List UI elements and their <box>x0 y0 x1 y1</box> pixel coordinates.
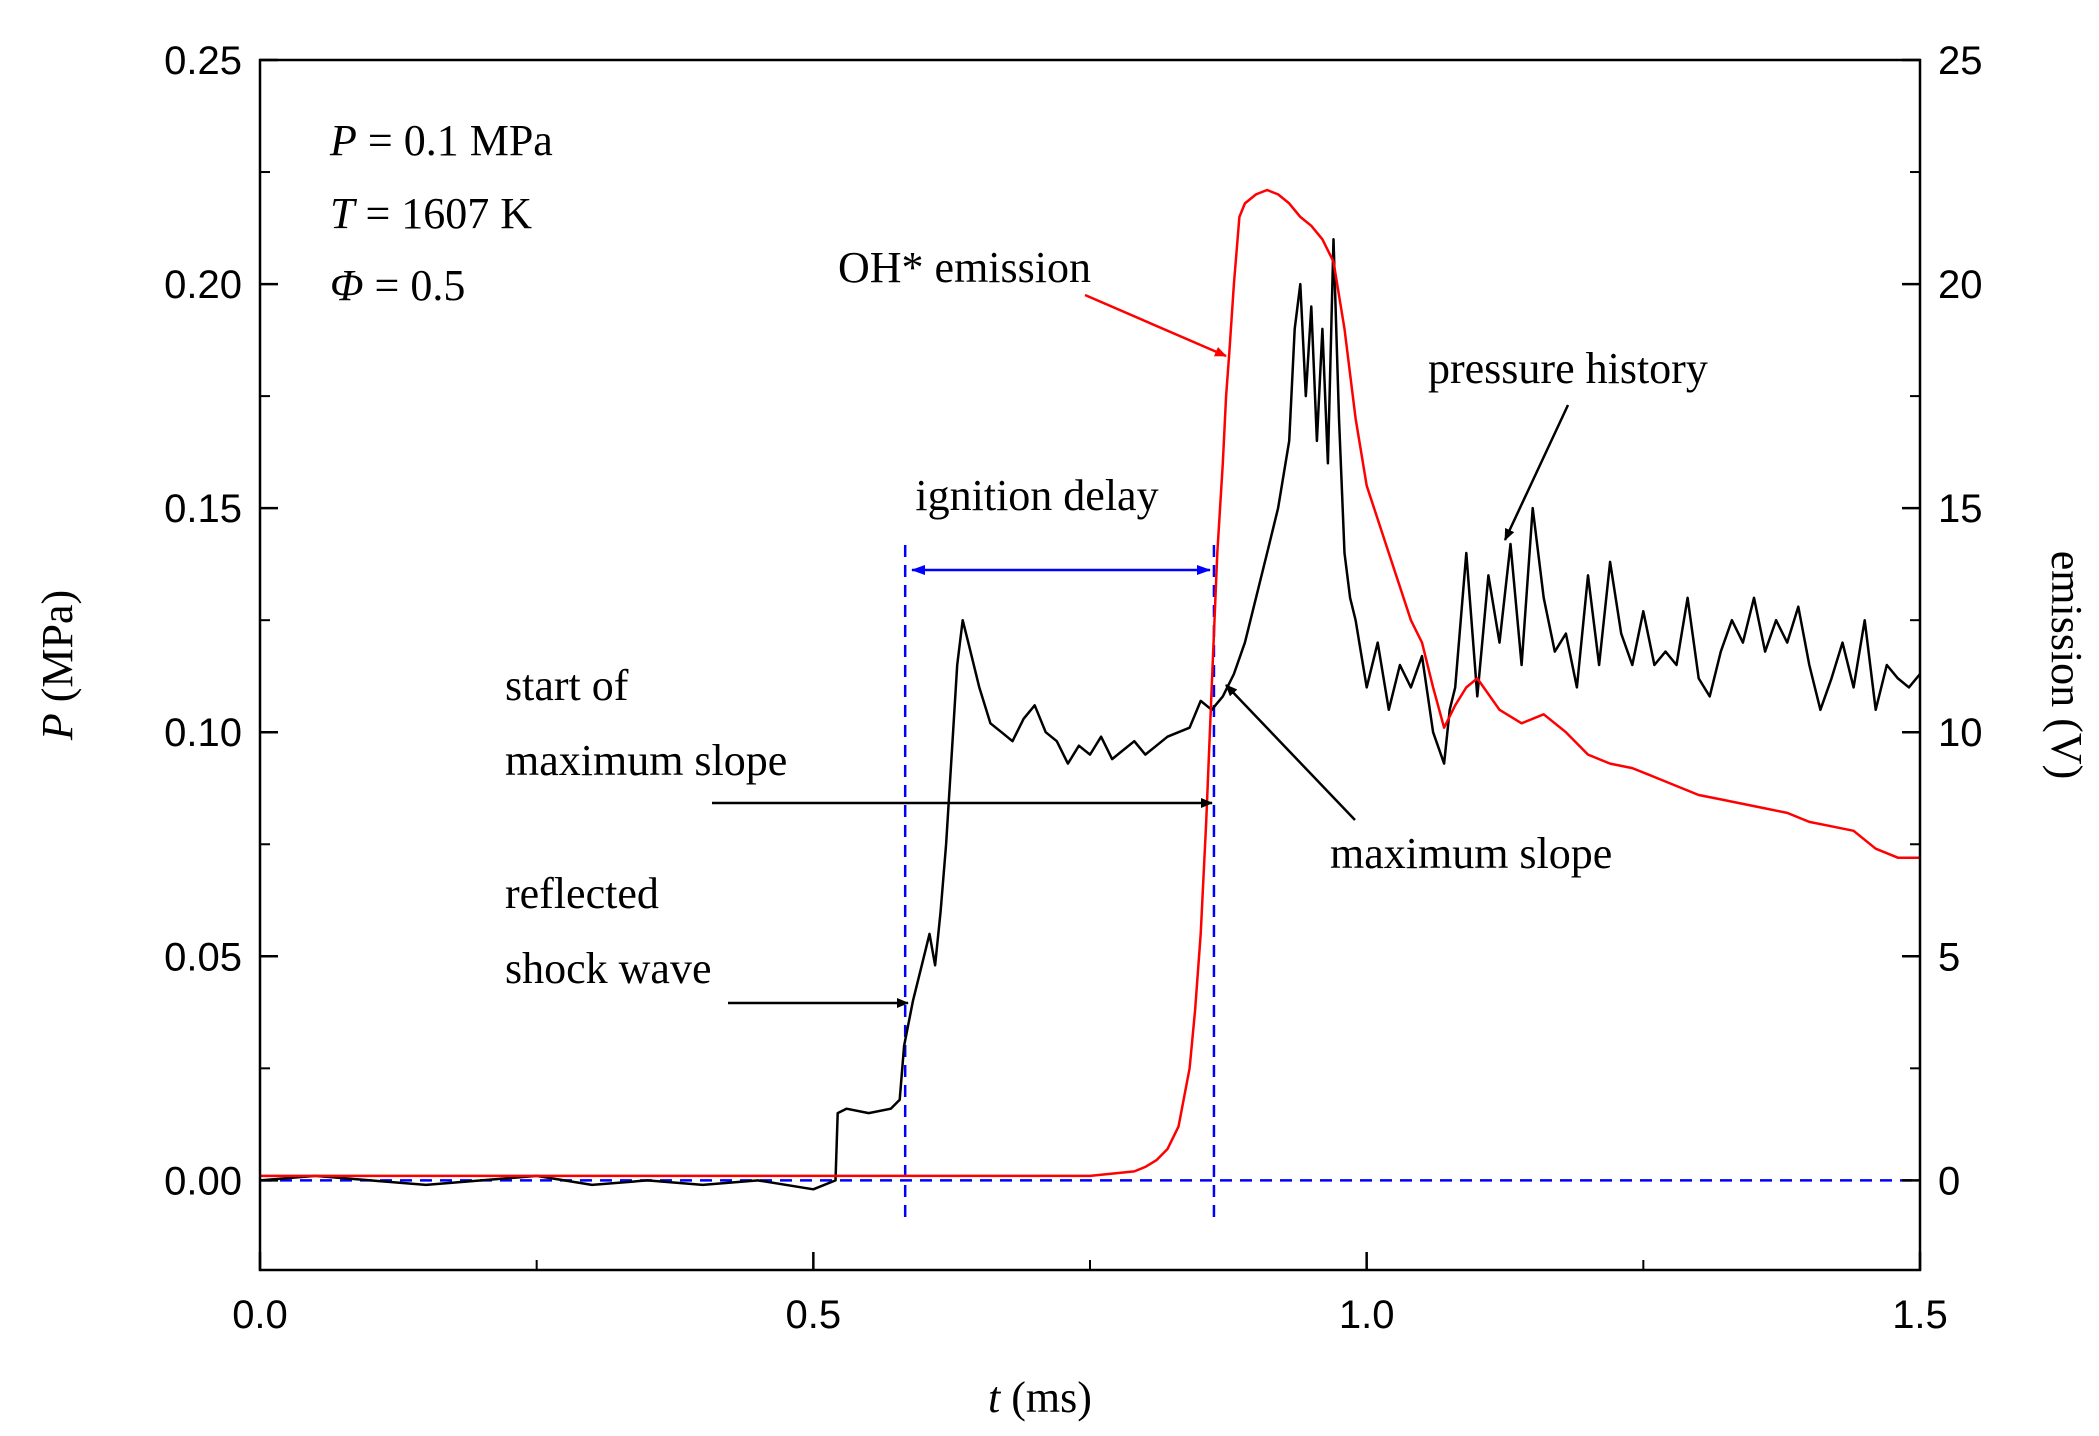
series-lines <box>259 188 1921 1191</box>
y-axis-right: 0 5 10 15 20 25 <box>1902 39 1983 1203</box>
annotation-pressure-history: pressure history <box>1428 344 1708 393</box>
max-slope-arrow <box>1225 684 1356 821</box>
y-axis-left-label-symbol: P <box>33 713 82 741</box>
y-left-tick-label: 0.00 <box>164 1159 242 1203</box>
x-axis-label-unit: (ms) <box>1000 1373 1092 1422</box>
y-left-tick-label: 0.25 <box>164 39 242 83</box>
y-left-tick-label: 0.05 <box>164 935 242 979</box>
oh-emission-arrow <box>1084 293 1227 358</box>
condition-pressure: P = 0.1 MPa <box>329 116 553 165</box>
y-axis-left-label-unit: (MPa) <box>33 590 82 713</box>
x-tick-label: 1.5 <box>1892 1293 1948 1337</box>
y-right-tick-label: 15 <box>1938 487 1983 531</box>
y-axis-left-label: P (MPa) <box>33 590 82 741</box>
y-left-tick-label: 0.20 <box>164 263 242 307</box>
condition-temperature-value: = 1607 K <box>354 189 532 238</box>
x-axis-label: t (ms) <box>988 1373 1092 1422</box>
condition-equivalence-ratio-value: = 0.5 <box>364 261 466 310</box>
series-line-pressure-history <box>259 238 1921 1191</box>
annotation-reflected-shock-line1: reflected <box>505 869 659 918</box>
y-right-tick-label: 0 <box>1938 1159 1960 1203</box>
x-axis: 0.0 0.5 1.0 1.5 <box>232 1252 1948 1337</box>
y-left-tick-label: 0.15 <box>164 487 242 531</box>
condition-pressure-value: = 0.1 MPa <box>357 116 553 165</box>
annotation-start-of-max-slope-line2: maximum slope <box>505 736 787 785</box>
pressure-history-arrow <box>1503 404 1570 541</box>
y-right-tick-label: 20 <box>1938 263 1983 307</box>
reference-lines <box>260 545 1920 1222</box>
y-right-tick-label: 25 <box>1938 39 1983 83</box>
annotation-start-of-max-slope-line1: start of <box>505 661 629 710</box>
annotation-reflected-shock-line2: shock wave <box>505 944 712 993</box>
conditions-block: P = 0.1 MPa T = 1607 K Φ = 0.5 <box>329 116 553 310</box>
annotation-oh-emission: OH* emission <box>838 243 1091 292</box>
condition-temperature: T = 1607 K <box>330 189 532 238</box>
condition-temperature-symbol: T <box>330 189 358 238</box>
x-tick-label: 1.0 <box>1339 1293 1395 1337</box>
y-left-tick-label: 0.10 <box>164 711 242 755</box>
annotations: ignition delay OH* emission pressure his… <box>505 243 1708 1008</box>
annotation-ignition-delay: ignition delay <box>915 471 1158 520</box>
y-right-tick-label: 5 <box>1938 935 1960 979</box>
series-line-oh-emission <box>260 188 1920 1178</box>
condition-equivalence-ratio-symbol: Φ <box>330 261 364 310</box>
x-axis-label-symbol: t <box>988 1373 1002 1422</box>
condition-equivalence-ratio: Φ = 0.5 <box>330 261 465 310</box>
x-tick-label: 0.5 <box>786 1293 842 1337</box>
y-right-tick-label: 10 <box>1938 711 1983 755</box>
y-axis-left: 0.00 0.05 0.10 0.15 0.20 0.25 <box>164 39 278 1203</box>
y-axis-right-label: emission (V) <box>2042 551 2091 780</box>
x-tick-label: 0.0 <box>232 1293 288 1337</box>
annotation-max-slope: maximum slope <box>1330 829 1612 878</box>
condition-pressure-symbol: P <box>329 116 357 165</box>
